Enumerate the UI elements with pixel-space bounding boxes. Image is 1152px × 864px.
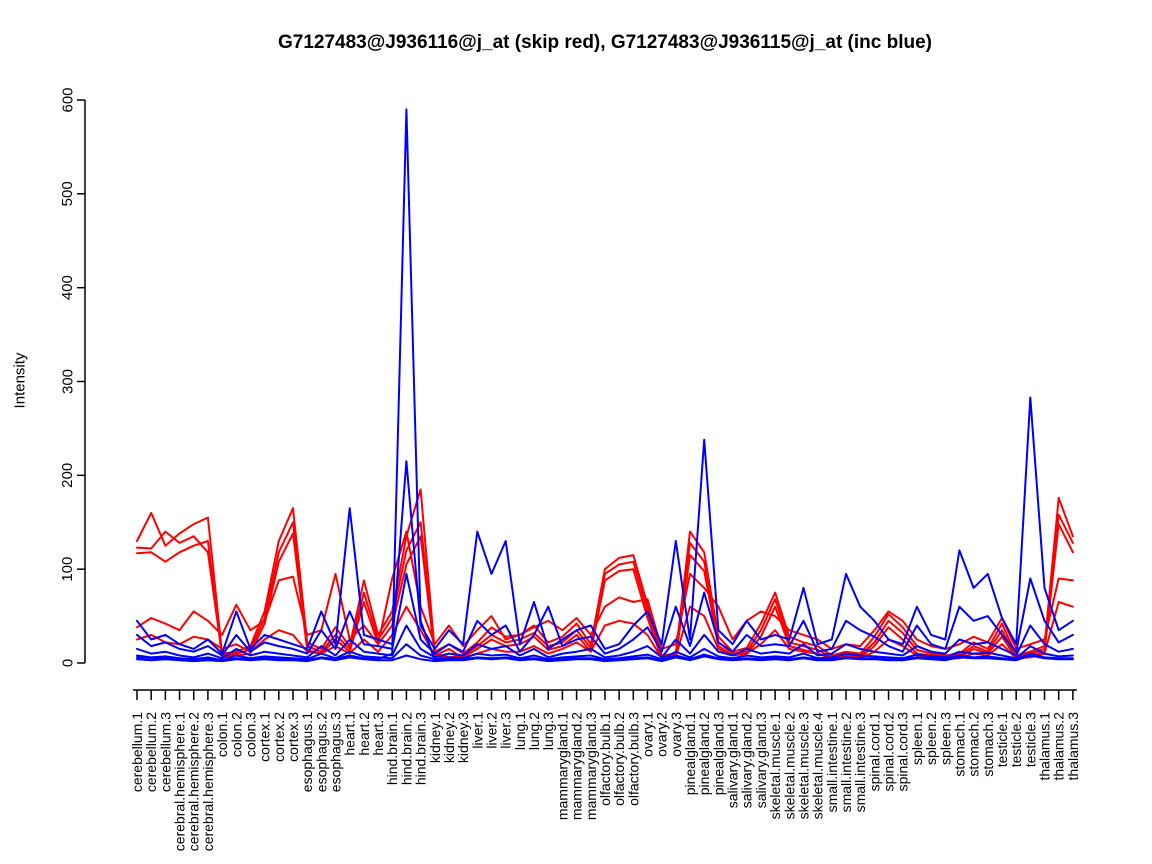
x-tick-label: pinealgland.2: [696, 712, 712, 796]
x-tick-label: hind.brain.1: [384, 712, 400, 785]
x-tick-label: kidney.1: [427, 712, 443, 763]
x-tick-label: spleen.1: [909, 712, 925, 765]
y-tick-label: 600: [59, 87, 76, 112]
series-line-inc.probe.2: [136, 396, 1074, 655]
x-tick-label: salivary.gland.3: [753, 712, 769, 808]
x-tick-label: spleen.2: [923, 712, 939, 765]
x-tick-label: stomach.2: [966, 712, 982, 777]
plot-lines: [136, 108, 1074, 663]
x-tick-label: testicle.2: [1008, 712, 1024, 767]
series-line-inc.probe.1: [136, 108, 1074, 662]
x-tick-label: heart.3: [370, 712, 386, 756]
x-tick-label: spinal.cord.2: [881, 712, 897, 792]
x-tick-label: cortex.1: [257, 712, 273, 762]
x-tick-label: skeletal.muscle.4: [810, 712, 826, 820]
x-tick-label: mammarygland.2: [569, 712, 585, 820]
x-tick-label: thalamus.1: [1037, 712, 1053, 781]
x-tick-label: olfactory.bulb.2: [611, 712, 627, 806]
x-tick-label: salivary.gland.2: [739, 712, 755, 808]
x-tick-label: testicle.3: [1022, 712, 1038, 767]
x-tick-label: salivary.gland.1: [725, 712, 741, 808]
x-tick-label: heart.2: [356, 712, 372, 756]
series-line-inc.probe.3: [136, 572, 1074, 657]
x-tick-label: cerebellum.3: [157, 712, 173, 792]
y-tick-label: 500: [59, 181, 76, 206]
x-tick-label: cerebral.hemisphere.3: [200, 712, 216, 852]
x-tick-label: stomach.3: [980, 712, 996, 777]
x-tick-label: ovary.3: [668, 712, 684, 757]
x-tick-label: lung.1: [512, 712, 528, 750]
x-tick-label: liver.1: [469, 712, 485, 749]
x-tick-label: lung.2: [526, 712, 542, 750]
x-tick-label: olfactory.bulb.1: [597, 712, 613, 806]
x-tick-label: thalamus.3: [1065, 712, 1081, 781]
x-tick-label: ovary.2: [654, 712, 670, 757]
x-tick-label: esophagus.2: [313, 712, 329, 792]
y-tick-label: 100: [59, 557, 76, 582]
x-axis: cerebellum.1cerebellum.2cerebellum.3cere…: [129, 689, 1081, 852]
x-tick-label: pinealgland.1: [682, 712, 698, 796]
x-tick-label: colon.3: [242, 712, 258, 757]
x-tick-label: colon.1: [214, 712, 230, 757]
series-line-inc.probe.4: [136, 624, 1074, 660]
x-tick-label: hind.brain.3: [413, 712, 429, 785]
x-tick-label: stomach.1: [951, 712, 967, 777]
x-tick-label: spinal.cord.3: [895, 712, 911, 792]
x-tick-label: esophagus.3: [328, 712, 344, 792]
x-tick-label: kidney.3: [455, 712, 471, 763]
x-tick-label: lung.3: [540, 712, 556, 750]
x-tick-label: cortex.3: [285, 712, 301, 762]
x-tick-label: thalamus.2: [1051, 712, 1067, 781]
y-tick-label: 200: [59, 463, 76, 488]
x-tick-label: cerebellum.1: [129, 712, 145, 792]
x-tick-label: skeletal.muscle.3: [795, 712, 811, 820]
chart-title: G7127483@J936116@j_at (skip red), G71274…: [278, 32, 932, 53]
x-tick-label: colon.2: [228, 712, 244, 757]
x-tick-label: mammarygland.1: [554, 712, 570, 820]
x-tick-label: ovary.1: [639, 712, 655, 757]
x-tick-label: heart.1: [342, 712, 358, 756]
x-tick-label: liver.3: [498, 712, 514, 749]
x-tick-label: small.intestine.1: [824, 712, 840, 813]
x-tick-label: cortex.2: [271, 712, 287, 762]
x-tick-label: kidney.2: [441, 712, 457, 763]
y-tick-label: 300: [59, 369, 76, 394]
x-tick-label: esophagus.1: [299, 712, 315, 792]
x-tick-label: testicle.1: [994, 712, 1010, 767]
series-line-skip.probe.4: [136, 530, 1074, 650]
y-axis: 0 100 200 300 400 500 600: [59, 87, 86, 667]
x-tick-label: spinal.cord.1: [866, 712, 882, 792]
x-tick-label: mammarygland.3: [583, 712, 599, 820]
x-tick-label: olfactory.bulb.3: [625, 712, 641, 806]
y-tick-label: 0: [59, 659, 76, 667]
x-tick-label: hind.brain.2: [398, 712, 414, 785]
x-tick-label: cerebral.hemisphere.2: [186, 712, 202, 852]
x-tick-label: pinealgland.3: [710, 712, 726, 796]
x-tick-label: skeletal.muscle.1: [767, 712, 783, 820]
x-tick-label: small.intestine.3: [852, 712, 868, 813]
x-tick-label: spleen.3: [937, 712, 953, 765]
y-tick-label: 400: [59, 275, 76, 300]
x-tick-label: liver.2: [484, 712, 500, 749]
x-tick-label: cerebellum.2: [143, 712, 159, 792]
x-tick-label: small.intestine.2: [838, 712, 854, 813]
x-tick-label: cerebral.hemisphere.1: [172, 712, 188, 852]
x-tick-label: skeletal.muscle.2: [781, 712, 797, 820]
